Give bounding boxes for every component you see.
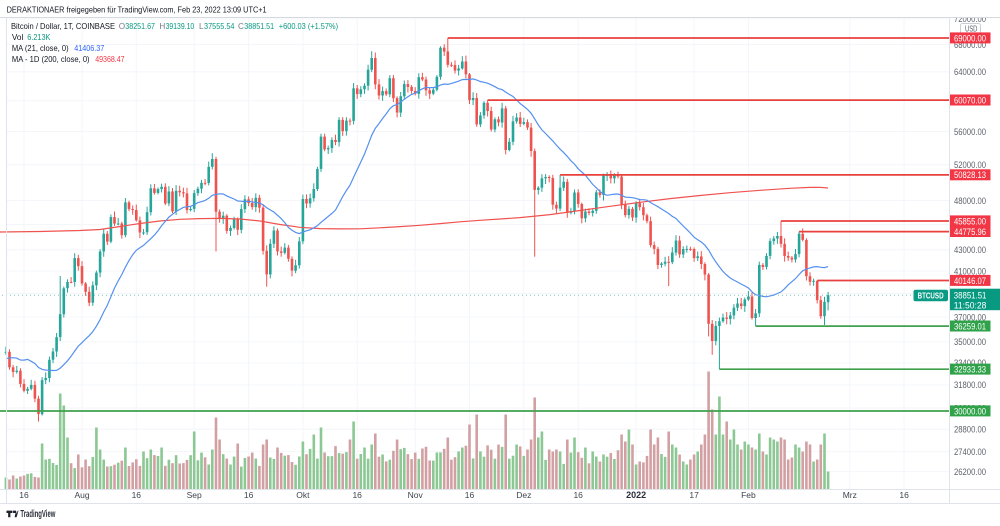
svg-text:28800.00: 28800.00 [954, 425, 986, 435]
svg-text:6.213K: 6.213K [27, 33, 51, 42]
svg-text:Dez: Dez [516, 490, 531, 500]
svg-text:Sep: Sep [187, 490, 202, 500]
svg-text:68000.00: 68000.00 [954, 40, 986, 50]
svg-text:16: 16 [19, 490, 29, 500]
svg-text:USD: USD [965, 25, 978, 34]
svg-text:72000.00: 72000.00 [954, 14, 986, 24]
svg-text:O: O [119, 22, 125, 31]
svg-text:35000.00: 35000.00 [954, 337, 986, 347]
svg-text:C: C [238, 22, 244, 31]
svg-text:37000.00: 37000.00 [954, 312, 986, 322]
svg-text:Mrz: Mrz [843, 490, 857, 500]
svg-text:43000.00: 43000.00 [954, 245, 986, 255]
svg-text:Nov: Nov [408, 490, 424, 500]
svg-text:Bitcoin / Dollar, 1T, COINBASE: Bitcoin / Dollar, 1T, COINBASE [11, 22, 115, 31]
svg-text:11:50:28: 11:50:28 [954, 300, 987, 310]
svg-text:2022: 2022 [626, 490, 646, 500]
svg-text:16: 16 [465, 490, 475, 500]
svg-text:31800.00: 31800.00 [954, 380, 986, 390]
svg-text:MA - 1D (200, close, 0): MA - 1D (200, close, 0) [12, 55, 90, 64]
svg-text:33400.00: 33400.00 [954, 358, 986, 368]
svg-text:30000.00: 30000.00 [954, 406, 986, 416]
svg-text:38851.51: 38851.51 [244, 22, 274, 31]
svg-text:60070.00: 60070.00 [954, 95, 986, 105]
svg-text:38851.51: 38851.51 [954, 290, 987, 300]
svg-text:Feb: Feb [741, 490, 756, 500]
svg-text:TradingView: TradingView [20, 509, 55, 520]
svg-text:16: 16 [352, 490, 362, 500]
svg-text:BTCUSD: BTCUSD [918, 291, 944, 300]
svg-text:41000.00: 41000.00 [954, 266, 986, 276]
svg-text:32933.33: 32933.33 [954, 365, 986, 375]
svg-text:37555.54: 37555.54 [204, 22, 235, 31]
svg-text:38251.67: 38251.67 [125, 22, 155, 31]
svg-text:Vol: Vol [12, 33, 24, 42]
svg-text:27400.00: 27400.00 [954, 447, 986, 457]
svg-text:16: 16 [244, 490, 254, 500]
svg-text:16: 16 [899, 490, 909, 500]
svg-text:17: 17 [689, 490, 699, 500]
svg-text:52000.00: 52000.00 [954, 160, 986, 170]
svg-text:+600.03 (+1.57%): +600.03 (+1.57%) [279, 22, 339, 31]
svg-text:69000.00: 69000.00 [954, 33, 986, 43]
svg-text:48000.00: 48000.00 [954, 196, 986, 206]
svg-text:DERAKTIONAER freigegeben für T: DERAKTIONAER freigegeben für TradingView… [7, 5, 267, 15]
svg-text:H: H [159, 22, 165, 31]
svg-text:56000.00: 56000.00 [954, 127, 986, 137]
svg-text:41406.37: 41406.37 [74, 44, 104, 53]
svg-text:50828.13: 50828.13 [954, 170, 986, 180]
svg-text:16: 16 [132, 490, 142, 500]
svg-text:Okt: Okt [296, 490, 310, 500]
svg-text:L: L [199, 22, 204, 31]
svg-text:26200.00: 26200.00 [954, 467, 986, 477]
svg-text:16: 16 [573, 490, 583, 500]
svg-text:Aug: Aug [74, 490, 89, 500]
svg-text:39139.10: 39139.10 [166, 22, 195, 31]
svg-text:36259.01: 36259.01 [954, 321, 986, 331]
svg-text:MA (21, close, 0): MA (21, close, 0) [12, 44, 69, 53]
svg-text:45855.00: 45855.00 [954, 216, 986, 226]
svg-text:40146.07: 40146.07 [954, 276, 986, 286]
svg-text:49368.47: 49368.47 [95, 55, 125, 64]
svg-text:64000.00: 64000.00 [954, 67, 986, 77]
svg-text:44775.96: 44775.96 [954, 227, 986, 237]
